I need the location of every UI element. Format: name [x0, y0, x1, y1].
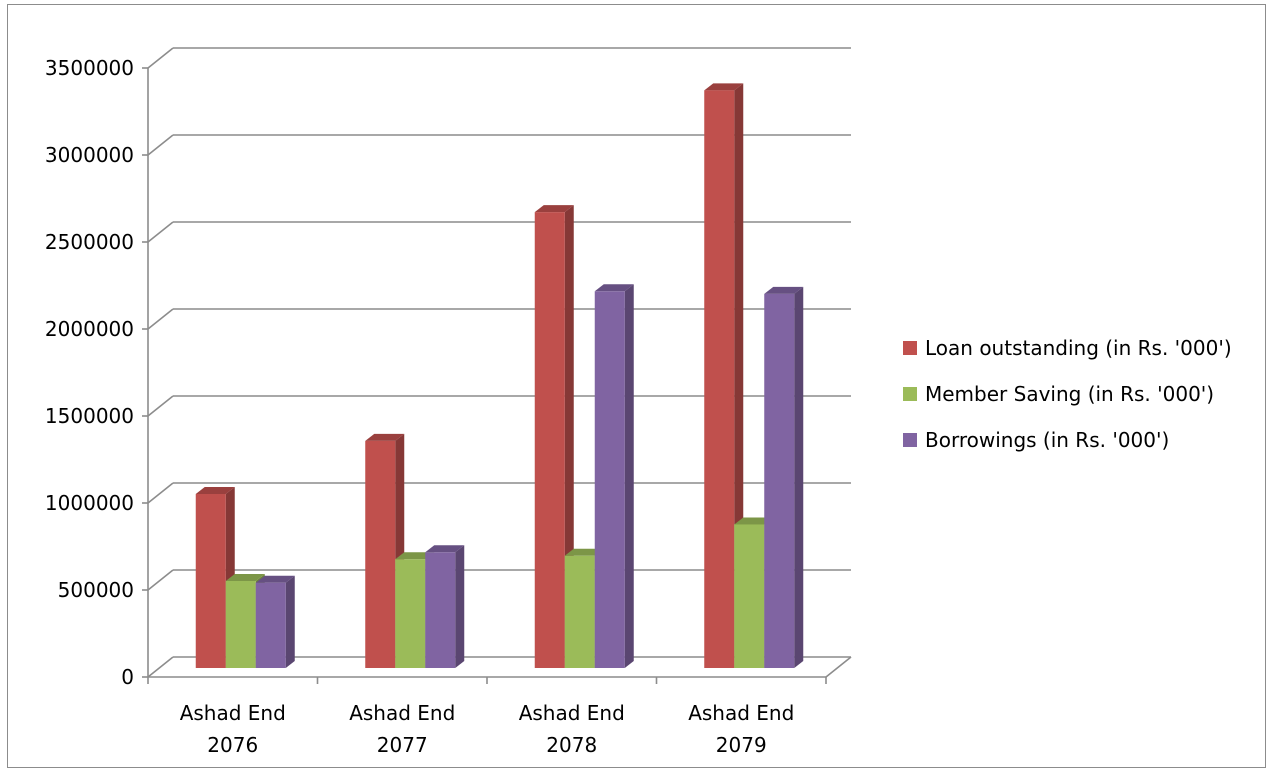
y-tick-label: 3500000: [45, 56, 134, 80]
bar-side: [455, 545, 465, 668]
legend-swatch: [903, 387, 917, 401]
legend-label: Borrowings (in Rs. '000'): [925, 428, 1169, 452]
gridline-side: [147, 656, 174, 678]
bar-side: [794, 286, 804, 668]
bar-top: [564, 548, 604, 556]
gridline-side: [147, 569, 174, 591]
x-tick-label: Ashad End: [519, 701, 625, 725]
legend-swatch: [903, 433, 917, 447]
bar-front: [564, 555, 595, 668]
bar-front: [734, 524, 765, 668]
bar-front: [594, 291, 625, 668]
bar-front: [534, 212, 565, 668]
gridline-side: [147, 221, 174, 243]
gridline-side: [147, 482, 174, 504]
y-tick-label: 2500000: [45, 230, 134, 254]
bar-front: [395, 559, 426, 668]
bar-front: [195, 494, 226, 668]
bar-top: [734, 517, 774, 525]
legend-label: Loan outstanding (in Rs. '000'): [925, 336, 1232, 360]
bar-front: [225, 581, 256, 668]
x-tick-label: 2079: [716, 733, 767, 757]
y-tick-label: 1500000: [45, 404, 134, 428]
x-tick-label: Ashad End: [349, 701, 455, 725]
bar-front: [255, 582, 286, 668]
y-tick-label: 500000: [58, 578, 134, 602]
bar-top: [594, 284, 634, 292]
bar: [764, 286, 804, 668]
legend: Loan outstanding (in Rs. '000') Member Sa…: [903, 336, 1232, 452]
bar-top: [365, 433, 405, 441]
bar-top: [195, 487, 235, 494]
bar: [255, 575, 295, 668]
bar-top: [534, 205, 574, 213]
legend-label: Member Saving (in Rs. '000'): [925, 382, 1214, 406]
x-tick-label: Ashad End: [688, 701, 794, 725]
bars: [195, 83, 804, 668]
bar-side: [624, 284, 634, 668]
x-axis-ticks: Ashad End 2076 Ashad End 2077 Ashad End 2078 A…: [147, 677, 827, 757]
x-tick-label: 2077: [377, 733, 428, 757]
bar-top: [225, 574, 265, 581]
bar-front: [764, 293, 795, 668]
gridline-side: [147, 134, 174, 156]
bar: [594, 284, 634, 668]
x-tick-label: Ashad End: [180, 701, 286, 725]
bar-top: [704, 83, 744, 91]
bar: [425, 545, 465, 668]
floor-edge: [825, 656, 852, 678]
bar-top: [395, 552, 435, 560]
bar: [534, 205, 574, 668]
legend-swatch: [903, 341, 917, 355]
x-tick-label: 2078: [546, 733, 597, 757]
bar-front: [704, 90, 735, 668]
bar-front: [425, 552, 456, 668]
y-tick-label: 3000000: [45, 143, 134, 167]
y-tick-label: 1000000: [45, 491, 134, 515]
y-tick-label: 0: [121, 665, 134, 689]
y-tick-label: 2000000: [45, 317, 134, 341]
x-tick-label: 2076: [207, 733, 258, 757]
gridline-side: [147, 308, 174, 330]
gridline-side: [147, 395, 174, 417]
y-axis-ticks: 0 500000 1000000 1500000 2000000 2500000 30000…: [45, 56, 148, 689]
bar-top: [255, 575, 295, 583]
bar-top: [425, 545, 465, 553]
bar-side: [285, 575, 295, 668]
bar-top: [764, 286, 804, 294]
bar-front: [365, 440, 396, 668]
gridline-side: [147, 47, 174, 69]
